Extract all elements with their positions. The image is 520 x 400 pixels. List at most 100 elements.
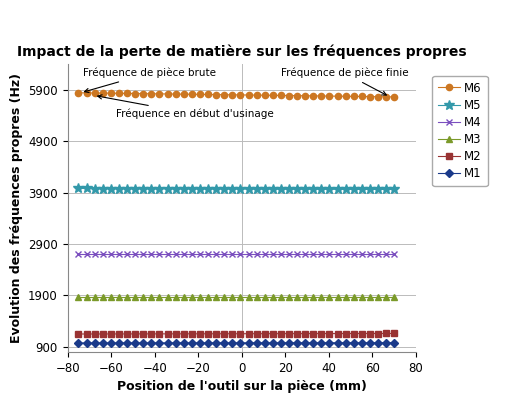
M5 xyxy=(148,186,154,191)
M6 xyxy=(116,91,122,96)
M1 xyxy=(286,340,292,345)
M1 xyxy=(180,340,187,345)
M1 xyxy=(318,340,324,345)
M2 xyxy=(100,332,106,336)
M3 xyxy=(245,294,252,299)
M5 xyxy=(140,186,146,191)
M5 xyxy=(318,187,324,192)
M3 xyxy=(375,294,381,299)
M1 xyxy=(391,340,397,345)
M2 xyxy=(84,332,90,336)
M3 xyxy=(100,294,106,299)
M6 xyxy=(100,91,106,96)
M5 xyxy=(100,186,106,191)
M2 xyxy=(262,331,268,336)
M6 xyxy=(164,92,171,96)
M3 xyxy=(310,294,316,299)
M2 xyxy=(350,331,357,336)
M4 xyxy=(180,251,187,256)
M4 xyxy=(343,251,349,256)
M6 xyxy=(84,90,90,95)
M3 xyxy=(132,294,138,299)
M2 xyxy=(75,332,82,336)
M1 xyxy=(270,340,276,345)
M2 xyxy=(367,331,373,336)
M6 xyxy=(334,94,341,98)
M6 xyxy=(205,92,211,97)
M5 xyxy=(221,186,227,191)
Legend: M6, M5, M4, M3, M2, M1: M6, M5, M4, M3, M2, M1 xyxy=(432,76,488,186)
M6 xyxy=(391,94,397,99)
M6 xyxy=(262,93,268,98)
M6 xyxy=(350,94,357,99)
M4 xyxy=(359,251,365,256)
M6 xyxy=(92,91,98,96)
M4 xyxy=(245,251,252,256)
M5 xyxy=(302,187,308,192)
M4 xyxy=(124,251,130,256)
M3 xyxy=(359,294,365,299)
M3 xyxy=(262,294,268,299)
M5 xyxy=(375,187,381,192)
M6 xyxy=(367,94,373,99)
M1 xyxy=(359,340,365,345)
M4 xyxy=(148,251,154,256)
M6 xyxy=(253,93,259,98)
M2 xyxy=(237,331,243,336)
M1 xyxy=(367,340,373,345)
M2 xyxy=(245,331,252,336)
M6 xyxy=(359,94,365,99)
Line: M5: M5 xyxy=(74,184,399,194)
M6 xyxy=(270,93,276,98)
M1 xyxy=(383,340,389,345)
M4 xyxy=(100,251,106,256)
M4 xyxy=(140,251,146,256)
M4 xyxy=(213,251,219,256)
M6 xyxy=(327,94,333,98)
M4 xyxy=(383,251,389,256)
Text: Fréquence en début d'usinage: Fréquence en début d'usinage xyxy=(98,95,273,119)
M1 xyxy=(84,340,90,345)
M6 xyxy=(124,91,130,96)
M3 xyxy=(140,294,146,299)
Y-axis label: Evolution des fréquences propres (Hz): Evolution des fréquences propres (Hz) xyxy=(9,73,22,343)
M4 xyxy=(262,251,268,256)
M3 xyxy=(108,294,114,299)
M5 xyxy=(173,186,179,191)
M4 xyxy=(270,251,276,256)
M4 xyxy=(310,251,316,256)
M2 xyxy=(229,331,236,336)
M4 xyxy=(318,251,324,256)
M5 xyxy=(294,187,300,192)
M6 xyxy=(310,94,316,98)
M3 xyxy=(327,294,333,299)
M1 xyxy=(245,340,252,345)
M3 xyxy=(253,294,259,299)
M1 xyxy=(294,340,300,345)
M5 xyxy=(270,187,276,192)
M2 xyxy=(157,332,163,336)
M2 xyxy=(180,332,187,336)
M4 xyxy=(375,251,381,256)
M4 xyxy=(116,251,122,256)
M4 xyxy=(391,251,397,256)
M2 xyxy=(116,332,122,336)
M5 xyxy=(359,187,365,192)
M5 xyxy=(237,186,243,191)
M6 xyxy=(157,92,163,96)
M6 xyxy=(375,94,381,99)
M3 xyxy=(205,294,211,299)
M2 xyxy=(278,331,284,336)
M4 xyxy=(253,251,259,256)
M6 xyxy=(108,91,114,96)
M5 xyxy=(116,186,122,191)
M4 xyxy=(84,251,90,256)
M6 xyxy=(197,92,203,97)
M1 xyxy=(327,340,333,345)
M3 xyxy=(221,294,227,299)
M6 xyxy=(294,93,300,98)
M6 xyxy=(318,94,324,98)
M3 xyxy=(270,294,276,299)
M1 xyxy=(229,340,236,345)
M2 xyxy=(391,331,397,336)
